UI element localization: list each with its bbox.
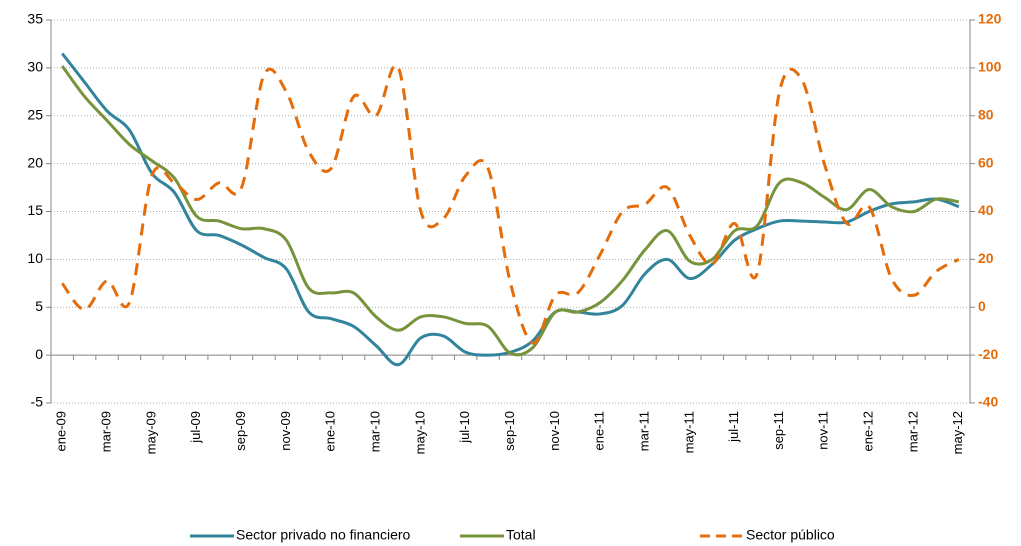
x-tick-label: mar-09: [98, 411, 113, 452]
y-tick-label: 5: [35, 298, 43, 314]
y2-tick-label: 80: [978, 106, 994, 122]
y2-tick-label: 100: [978, 59, 1002, 75]
x-tick-label: sep-11: [771, 411, 786, 450]
y2-tick-label: 0: [978, 298, 986, 314]
y2-tick-label: 40: [978, 202, 994, 218]
x-tick-label: sep-10: [502, 411, 517, 451]
x-tick-label: nov-09: [278, 411, 293, 451]
y2-tick-label: 120: [978, 11, 1002, 27]
legend-label: Sector público: [746, 527, 835, 543]
x-tick-label: may-11: [681, 411, 696, 453]
series-line: [61, 52, 960, 367]
y2-tick-label: -40: [978, 394, 998, 410]
x-tick-label: nov-10: [547, 411, 562, 451]
x-tick-label: ene-10: [323, 411, 338, 451]
x-tick-label: may-12: [950, 411, 965, 454]
x-tick-label: ene-11: [592, 411, 607, 451]
x-tick-label: ene-09: [54, 411, 69, 451]
x-tick-label: ene-12: [861, 411, 876, 451]
x-tick-label: mar-10: [367, 411, 382, 452]
y2-tick-label: -20: [978, 346, 998, 362]
x-tick-label: may-10: [412, 411, 427, 454]
x-tick-label: mar-11: [636, 411, 651, 451]
y-tick-label: 10: [27, 250, 43, 266]
x-tick-label: mar-12: [905, 411, 920, 452]
y-tick-label: 25: [27, 106, 43, 122]
x-tick-label: jul-09: [188, 411, 203, 444]
y2-tick-label: 60: [978, 154, 994, 170]
legend-label: Total: [506, 527, 536, 543]
y-tick-label: 30: [27, 59, 43, 75]
y-tick-label: 0: [35, 346, 43, 362]
y2-tick-label: 20: [978, 250, 994, 266]
x-tick-label: may-09: [143, 411, 158, 454]
legend-label: Sector privado no financiero: [236, 527, 411, 543]
y-tick-label: 20: [27, 154, 43, 170]
x-tick-label: jul-11: [726, 411, 741, 443]
y-tick-label: -5: [31, 394, 44, 410]
series-line: [60, 63, 960, 345]
x-tick-label: sep-09: [233, 411, 248, 451]
series-line: [60, 65, 960, 357]
x-tick-label: jul-10: [457, 411, 472, 444]
y-tick-label: 15: [27, 202, 43, 218]
y-tick-label: 35: [27, 11, 43, 27]
x-tick-label: nov-11: [816, 411, 831, 450]
